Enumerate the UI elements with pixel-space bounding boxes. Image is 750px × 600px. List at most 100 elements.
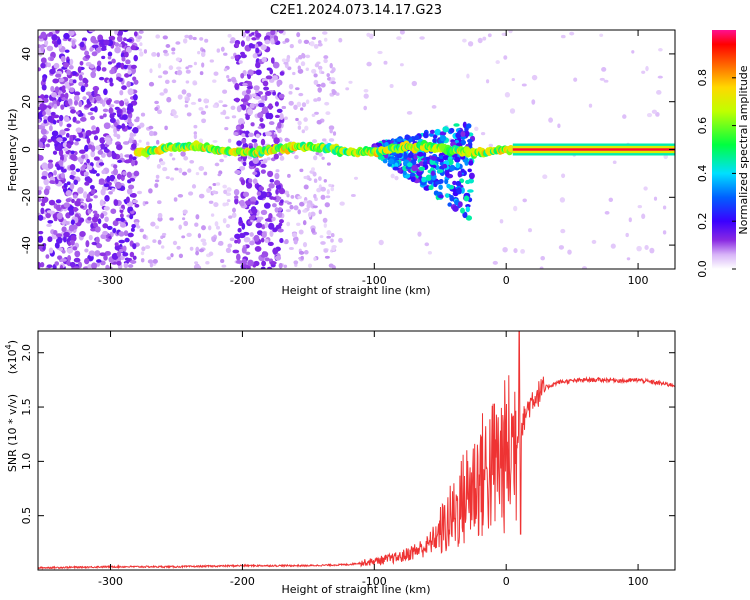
spectrogram-scatter xyxy=(61,226,67,233)
spectrogram-scatter xyxy=(96,259,102,263)
spectrogram-speckle xyxy=(181,89,187,95)
spectrogram-scatter xyxy=(52,119,57,125)
snr-xtick-label: -200 xyxy=(230,575,255,588)
spectrogram-scatter xyxy=(88,234,93,241)
spectrogram-scatter xyxy=(83,153,89,161)
spectrogram-scatter xyxy=(108,35,116,41)
spectrogram-speckle xyxy=(306,203,311,209)
spectrogram-scatter xyxy=(86,137,91,144)
spectrogram-scatter xyxy=(88,250,96,257)
spectrogram-speckle xyxy=(212,79,217,83)
spectrogram-scatter xyxy=(68,30,75,36)
spectrogram-scatter xyxy=(126,81,131,88)
multipath-blob xyxy=(432,138,437,144)
spectrogram-scatter xyxy=(124,73,130,78)
spectrogram-speckle xyxy=(466,73,470,79)
multipath-blob xyxy=(449,127,455,134)
spectrogram-speckle xyxy=(162,167,168,172)
spectrogram-scatter xyxy=(279,219,284,224)
spectrogram-scatter xyxy=(40,45,45,52)
spectrogram-speckle xyxy=(285,138,290,142)
spectrogram-speckle xyxy=(188,191,194,196)
spectrogram-scatter xyxy=(114,242,119,247)
snr-xtick-label: -100 xyxy=(362,575,387,588)
spectrogram-speckle xyxy=(427,251,433,255)
spectrogram-scatter xyxy=(265,131,272,137)
spectrogram-speckle xyxy=(155,174,160,179)
spectrogram-speckle xyxy=(222,104,228,108)
multipath-blob xyxy=(410,176,416,183)
spectrogram-scatter xyxy=(47,159,54,163)
spectrogram-scatter xyxy=(68,87,75,93)
spectrogram-speckle xyxy=(154,100,159,105)
spectrogram-scatter xyxy=(272,61,280,69)
spectrogram-scatter xyxy=(122,245,127,252)
spectrogram-scatter xyxy=(130,159,136,167)
spectrogram-speckle xyxy=(305,54,311,59)
spectrogram-speckle xyxy=(307,263,313,268)
spectrogram-speckle xyxy=(227,243,233,248)
spectrogram-scatter xyxy=(92,210,98,214)
spectrogram-scatter xyxy=(116,108,121,116)
spectrogram-scatter xyxy=(116,250,122,258)
spectrogram-speckle xyxy=(513,205,518,212)
spectrogram-scatter xyxy=(98,76,105,81)
spectrogram-speckle xyxy=(212,104,218,108)
spectrogram-speckle xyxy=(222,202,227,207)
spectrogram-scatter xyxy=(66,69,72,76)
spectrogram-scatter xyxy=(82,96,87,101)
spectrogram-scatter xyxy=(87,177,93,184)
multipath-blob xyxy=(388,158,395,165)
spectrogram-speckle xyxy=(531,74,538,81)
spectrogram-scatter xyxy=(121,85,127,91)
spectrogram-scatter xyxy=(273,35,279,43)
spectrogram-scatter xyxy=(238,216,243,224)
spectrogram-speckle xyxy=(139,122,145,128)
spectrogram-scatter xyxy=(133,54,138,62)
spectrogram-speckle xyxy=(644,244,649,251)
spectrogram-scatter xyxy=(132,94,138,101)
spectrogram-speckle xyxy=(283,61,289,65)
spectrogram-speckle xyxy=(558,245,565,250)
spectrogram-scatter xyxy=(58,247,64,252)
spectrogram-scatter xyxy=(52,78,60,84)
spectrogram-scatter xyxy=(237,227,242,233)
spectrogram-scatter xyxy=(245,35,251,42)
spectrogram-scatter xyxy=(56,212,63,220)
spectrogram-speckle xyxy=(320,241,326,245)
spectrogram-speckle xyxy=(223,52,228,56)
spectrogram-speckle xyxy=(175,41,181,45)
spectrogram-speckle xyxy=(175,57,181,62)
spectrogram-scatter xyxy=(241,103,247,111)
spectrogram-scatter xyxy=(87,144,93,150)
spectrogram-scatter xyxy=(75,120,81,124)
spectrogram-scatter xyxy=(84,82,89,88)
spectrogram-speckle xyxy=(297,125,302,130)
spectrogram-xtick-label: -300 xyxy=(98,274,123,287)
spectrogram-scatter xyxy=(122,252,129,257)
spectrogram-speckle xyxy=(394,175,399,181)
spectrogram-scatter xyxy=(109,174,116,182)
spectrogram-scatter xyxy=(248,33,253,37)
spectrogram-scatter xyxy=(262,158,268,164)
spectrogram-speckle xyxy=(157,212,163,219)
spectrogram-speckle xyxy=(296,32,301,38)
spectrogram-scatter xyxy=(47,162,54,170)
spectrogram-scatter xyxy=(45,211,52,219)
spectrogram-speckle xyxy=(303,39,310,44)
spectrogram-scatter xyxy=(66,247,74,254)
spectrogram-speckle xyxy=(625,232,629,238)
spectrogram-speckle xyxy=(330,238,334,243)
multipath-blob xyxy=(467,189,474,193)
spectrogram-speckle xyxy=(294,154,299,160)
spectrogram-scatter xyxy=(279,238,284,244)
spectrogram-speckle xyxy=(164,125,168,131)
spectrogram-speckle xyxy=(588,103,593,108)
spectrogram-scatter xyxy=(38,189,42,196)
spectrogram-data xyxy=(38,30,675,269)
spectrogram-scatter xyxy=(38,112,44,117)
spectrogram-scatter xyxy=(253,234,260,242)
multipath-blob xyxy=(465,204,471,208)
snr-yscale-note: (x104) xyxy=(4,340,19,374)
